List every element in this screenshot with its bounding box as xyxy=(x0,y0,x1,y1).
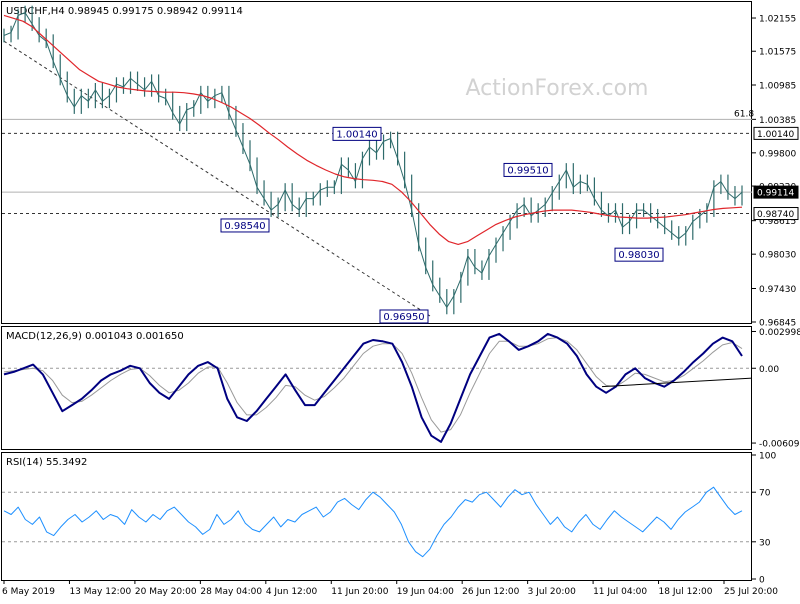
price-trendline xyxy=(3,40,431,317)
x-tick-label: 26 Jun 12:00 xyxy=(462,587,519,597)
rsi-y-tick-label: 100 xyxy=(759,452,776,462)
x-tick-label: 18 Jul 12:00 xyxy=(659,587,713,597)
price-y-tick-label: 1.01575 xyxy=(759,48,796,58)
level-axis-label: 0.99114 xyxy=(757,189,794,199)
rsi-pane-title: RSI(14) 55.3492 xyxy=(6,457,87,468)
annotation-label: 0.98540 xyxy=(224,221,265,232)
macd-y-tick-label: 0.002998 xyxy=(759,328,800,338)
annotation-box xyxy=(503,162,553,177)
fib-level-label: 61.8 xyxy=(734,109,754,119)
price-pane-title: USDCHF,H4 0.98945 0.99175 0.98942 0.9911… xyxy=(6,6,243,17)
x-tick-label: 20 May 20:00 xyxy=(135,587,197,597)
price-y-tick-label: 1.02155 xyxy=(759,15,796,25)
macd-pane xyxy=(1,326,752,450)
price-y-tick-label: 0.98030 xyxy=(759,251,796,261)
rsi-y-tick-label: 0 xyxy=(759,576,765,586)
price-y-tick-label: 0.99800 xyxy=(759,149,796,159)
level-axis-box xyxy=(753,185,799,199)
x-tick-label: 3 Jul 20:00 xyxy=(528,587,577,597)
annotation-box xyxy=(614,247,664,262)
x-tick-label: 19 Jun 04:00 xyxy=(397,587,454,597)
macd-y-tick-label: -0.006097 xyxy=(759,440,800,450)
price-y-tick-label: 0.97430 xyxy=(759,285,796,295)
level-axis-box xyxy=(753,126,799,140)
price-annotation: 0.99510 xyxy=(503,162,553,177)
x-tick-label: 13 May 12:00 xyxy=(69,587,131,597)
x-tick-label: 11 Jul 04:00 xyxy=(593,587,647,597)
price-y-tick-label: 0.96845 xyxy=(759,319,796,329)
watermark: ActionForex.com xyxy=(466,76,649,101)
macd-y-tick-label: 0.00 xyxy=(759,365,779,375)
rsi-y-tick-label: 30 xyxy=(759,538,771,548)
rsi-y-tick-label: 70 xyxy=(759,489,771,499)
price-y-tick-label: 1.00985 xyxy=(759,82,796,92)
annotation-box xyxy=(379,309,429,324)
macd-signal-line xyxy=(3,337,743,433)
annotation-label: 1.00140 xyxy=(336,129,377,140)
x-tick-label: 4 Jun 12:00 xyxy=(266,587,318,597)
level-axis-label: 1.00140 xyxy=(757,130,794,140)
level-axis-label: 0.98740 xyxy=(757,210,794,220)
price-annotation: 0.98030 xyxy=(614,247,664,262)
annotation-box xyxy=(332,126,382,141)
rsi-line xyxy=(3,486,743,558)
price-y-tick-label: 1.00385 xyxy=(759,116,796,126)
price-pane xyxy=(1,1,752,324)
price-annotation: 0.96950 xyxy=(379,309,429,324)
rsi-pane xyxy=(1,452,752,581)
price-annotation: 1.00140 xyxy=(332,126,382,141)
level-axis-box xyxy=(753,207,799,221)
price-y-tick-label: 0.98615 xyxy=(759,217,796,227)
x-tick-label: 25 Jul 20:00 xyxy=(724,587,778,597)
x-tick-label: 6 May 2019 xyxy=(2,587,55,597)
sma-line xyxy=(3,14,743,245)
x-tick-label: 28 May 04:00 xyxy=(200,587,262,597)
macd-line xyxy=(3,332,743,443)
macd-pane-title: MACD(12,26,9) 0.001043 0.001650 xyxy=(6,331,184,342)
annotation-label: 0.96950 xyxy=(383,312,424,323)
macd-trendline xyxy=(601,377,753,388)
price-close-line xyxy=(3,12,743,308)
annotation-label: 0.99510 xyxy=(507,165,548,176)
annotation-box xyxy=(220,218,270,233)
x-tick-label: 11 Jun 20:00 xyxy=(331,587,388,597)
price-annotation: 0.98540 xyxy=(220,218,270,233)
annotation-label: 0.98030 xyxy=(618,250,659,261)
